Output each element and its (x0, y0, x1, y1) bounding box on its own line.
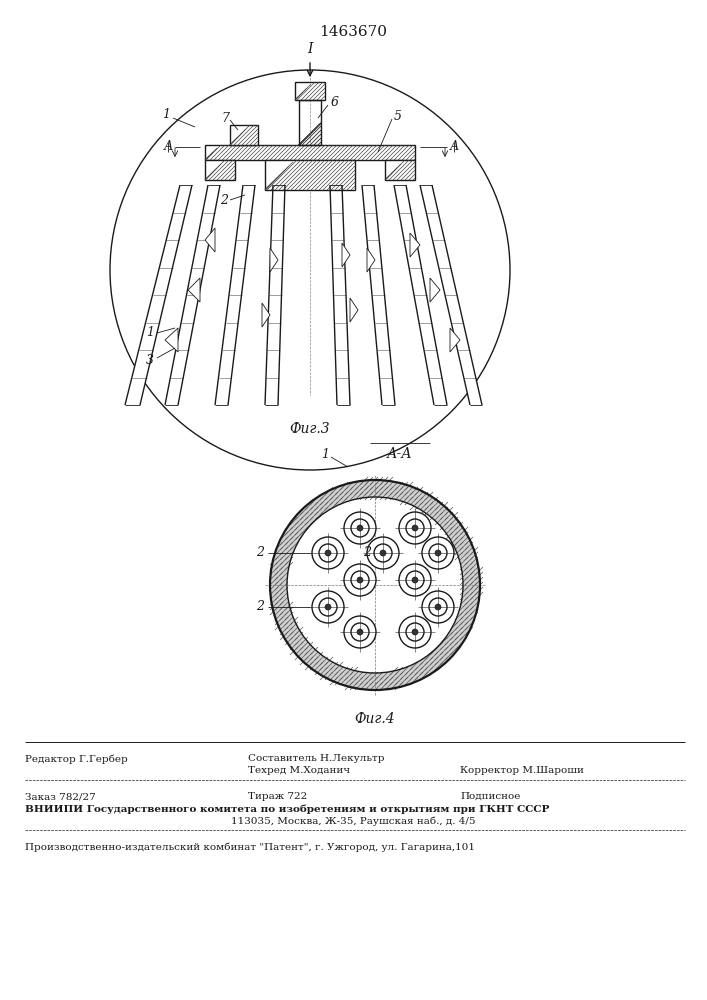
Text: Фиг.3: Фиг.3 (290, 422, 330, 436)
Polygon shape (330, 185, 350, 405)
Polygon shape (125, 185, 192, 405)
Text: ВНИИПИ Государственного комитета по изобретениям и открытиям при ГКНТ СССР: ВНИИПИ Государственного комитета по изоб… (25, 805, 549, 814)
Text: 3: 3 (146, 354, 154, 366)
Text: 2: 2 (256, 546, 264, 560)
Text: 1: 1 (321, 448, 329, 462)
Polygon shape (270, 248, 278, 272)
Circle shape (357, 629, 363, 635)
Circle shape (422, 591, 454, 623)
Text: Тираж 722: Тираж 722 (248, 792, 308, 801)
Bar (230, 125, 258, 145)
Text: 5: 5 (394, 110, 402, 123)
Circle shape (344, 512, 376, 544)
Circle shape (357, 577, 363, 583)
Circle shape (399, 616, 431, 648)
Polygon shape (420, 185, 482, 405)
Polygon shape (165, 328, 178, 352)
Polygon shape (265, 185, 285, 405)
Text: Подписное: Подписное (460, 792, 520, 801)
Circle shape (357, 525, 363, 531)
Text: 1463670: 1463670 (319, 25, 387, 39)
Circle shape (270, 480, 480, 690)
Bar (265, 160, 355, 190)
Polygon shape (262, 303, 270, 327)
Text: 2: 2 (256, 600, 264, 613)
Text: А: А (163, 140, 173, 153)
Circle shape (422, 537, 454, 569)
Circle shape (312, 537, 344, 569)
Circle shape (325, 550, 331, 556)
Text: Редактор Г.Гербер: Редактор Г.Гербер (25, 754, 128, 764)
Text: Производственно-издательский комбинат "Патент", г. Ужгород, ул. Гагарина,101: Производственно-издательский комбинат "П… (25, 842, 475, 852)
Polygon shape (394, 185, 447, 405)
Circle shape (435, 550, 441, 556)
Bar (295, 82, 325, 100)
Text: 2: 2 (363, 546, 371, 560)
Circle shape (380, 550, 386, 556)
Polygon shape (342, 243, 350, 267)
Polygon shape (450, 328, 460, 352)
Text: 6: 6 (331, 97, 339, 109)
Text: Техред М.Ходанич: Техред М.Ходанич (248, 766, 350, 775)
Text: 2: 2 (220, 194, 228, 207)
Circle shape (412, 577, 418, 583)
Text: 1: 1 (162, 108, 170, 121)
Polygon shape (188, 278, 200, 302)
Polygon shape (362, 185, 395, 405)
Bar (205, 145, 415, 160)
Bar (299, 100, 321, 145)
Circle shape (110, 70, 510, 470)
Text: Составитель Н.Лекультр: Составитель Н.Лекультр (248, 754, 385, 763)
Text: 1: 1 (146, 326, 154, 338)
Text: I: I (308, 42, 312, 56)
Circle shape (412, 525, 418, 531)
Bar (205, 160, 235, 180)
Polygon shape (215, 185, 255, 405)
Circle shape (367, 537, 399, 569)
Circle shape (344, 564, 376, 596)
Circle shape (412, 629, 418, 635)
Text: 7: 7 (221, 111, 229, 124)
Bar (385, 160, 415, 180)
Polygon shape (165, 185, 220, 405)
Polygon shape (367, 248, 375, 272)
Circle shape (435, 604, 441, 610)
Text: Заказ 782/27: Заказ 782/27 (25, 792, 95, 801)
Text: А: А (449, 140, 459, 153)
Polygon shape (205, 228, 215, 252)
Polygon shape (350, 298, 358, 322)
Text: Фиг.4: Фиг.4 (355, 712, 395, 726)
Circle shape (287, 497, 463, 673)
Text: А-А: А-А (387, 447, 413, 461)
Text: 113035, Москва, Ж-35, Раушская наб., д. 4/5: 113035, Москва, Ж-35, Раушская наб., д. … (230, 817, 475, 826)
Polygon shape (430, 278, 440, 302)
Circle shape (344, 616, 376, 648)
Text: Корректор М.Шароши: Корректор М.Шароши (460, 766, 584, 775)
Circle shape (399, 564, 431, 596)
Circle shape (399, 512, 431, 544)
Polygon shape (410, 233, 420, 257)
Circle shape (312, 591, 344, 623)
Circle shape (325, 604, 331, 610)
